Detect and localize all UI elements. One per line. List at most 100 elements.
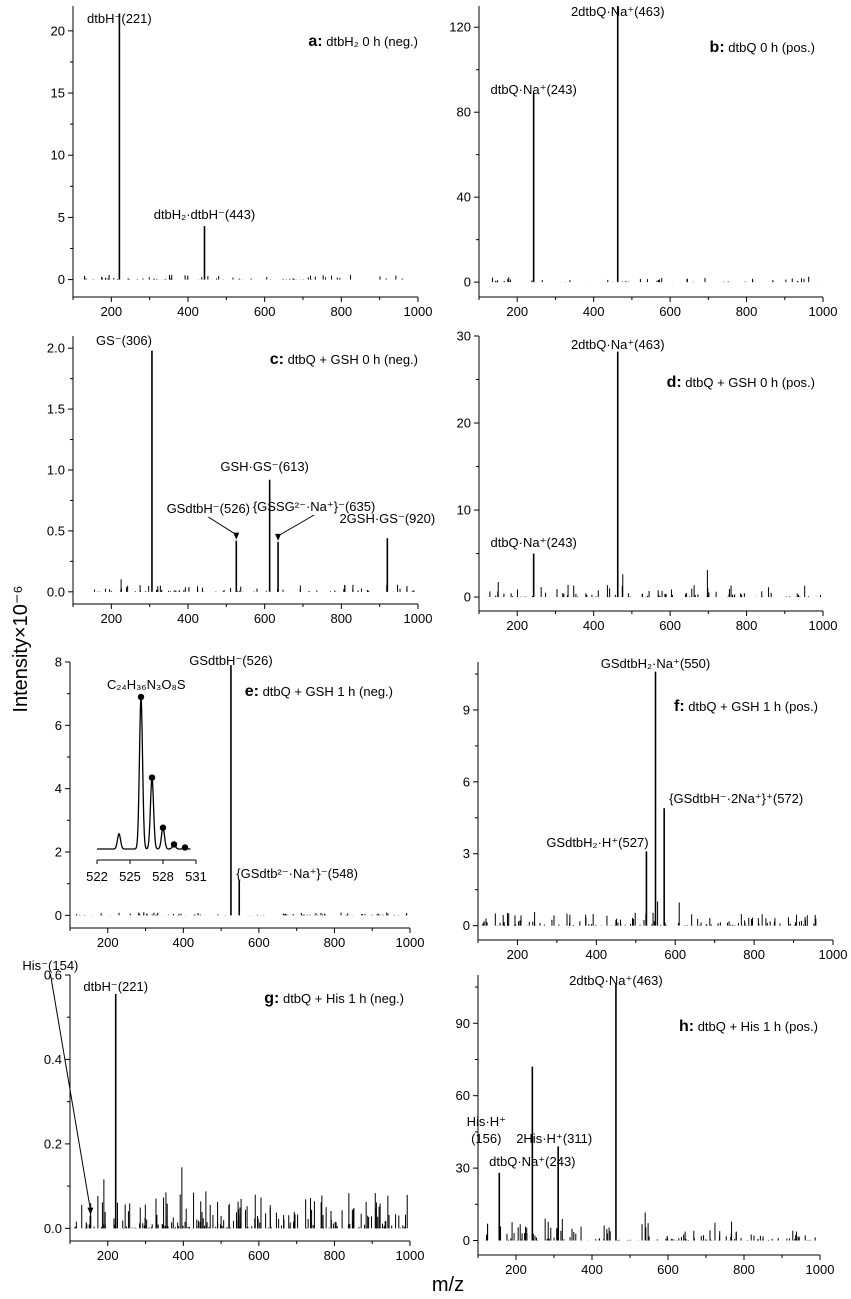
x-tick-label: 200 (97, 1248, 119, 1263)
panel-description-e: dtbQ + GSH 1 h (neg.) (263, 684, 393, 699)
y-tick-label: 0 (464, 590, 471, 605)
peak-label-463: 2dtbQ·Na⁺(463) (571, 4, 665, 19)
panel-a: 200 400 600 800 1000 0 5 10 15 20 dtbH⁻(221) dtbH₂·… (51, 6, 433, 319)
x-tick-label: 800 (736, 618, 758, 633)
panel-h: 200 400 600 800 1000 0 30 60 90 His·H⁺ (156) dtbQ·N… (456, 973, 835, 1277)
y-tick-label: 80 (457, 105, 471, 120)
y-tick-label: 0 (463, 1233, 470, 1248)
panel-description-c: dtbQ + GSH 0 h (neg.) (288, 352, 418, 367)
x-tick-label: 1000 (819, 947, 848, 962)
panel-title-d: d: dtbQ + GSH 0 h (pos.) (667, 374, 815, 391)
peak-label-156: His·H⁺ (467, 1114, 506, 1129)
x-tick-label: 800 (324, 935, 346, 950)
panel-title-b: b: dtbQ 0 h (pos.) (710, 39, 815, 56)
y-tick-label: 20 (51, 23, 65, 38)
y-tick-label: 4 (55, 781, 62, 796)
peak-arrow (277, 514, 315, 537)
x-tick-label: 600 (254, 611, 276, 626)
panel-title-e: e: dtbQ + GSH 1 h (neg.) (245, 683, 393, 700)
peak-label-920: 2GSH·GS⁻(920) (339, 511, 435, 526)
y-tick-label: 90 (456, 1016, 470, 1031)
y-tick-label: 0.4 (44, 1052, 62, 1067)
peak-label-443: dtbH₂·dtbH⁻(443) (154, 207, 256, 222)
panel-title-g: g: dtbQ + His 1 h (neg.) (264, 990, 404, 1007)
peak-label-463: 2dtbQ·Na⁺(463) (571, 337, 665, 352)
x-tick-label: 800 (743, 947, 765, 962)
y-tick-label: 1.0 (47, 463, 65, 478)
x-tick-label: 1000 (809, 618, 838, 633)
peak-label-154: His⁻(154) (22, 958, 78, 973)
panel-description-b: dtbQ 0 h (pos.) (728, 40, 815, 55)
x-tick-label: 200 (506, 618, 528, 633)
global-y-axis-label: Intensity×10⁻⁶ (10, 585, 32, 712)
peak-label-243: dtbQ·Na⁺(243) (490, 535, 576, 550)
inset-x-tick-label: 528 (152, 869, 174, 884)
panel-title-c: c: dtbQ + GSH 0 h (neg.) (270, 351, 418, 368)
x-tick-label: 600 (254, 304, 276, 319)
peak-label-572: {GSdtbH⁻·2Na⁺}⁺(572) (669, 791, 803, 806)
peak-label-548: {GSdtb²⁻·Na⁺}⁻(548) (236, 866, 358, 881)
x-tick-label: 600 (248, 1248, 270, 1263)
y-tick-label: 0 (464, 275, 471, 290)
peak-label-221: dtbH⁻(221) (83, 979, 148, 994)
x-tick-label: 800 (736, 304, 758, 319)
y-tick-label: 20 (457, 416, 471, 431)
y-tick-label: 10 (51, 148, 65, 163)
peak-arrowhead (275, 533, 282, 541)
y-tick-label: 9 (463, 702, 470, 717)
panel-letter-d: d: (667, 374, 682, 391)
panel-title-a: a: dtbH₂ 0 h (neg.) (308, 33, 418, 50)
panel-letter-e: e: (245, 683, 259, 700)
inset-x-tick-label: 522 (86, 869, 108, 884)
panel-c: 200 400 600 800 1000 0.0 0.5 1.0 1.5 2.0 GS⁻(306) G… (47, 333, 435, 626)
inset-profile (97, 696, 191, 850)
panel-d: 200 400 600 800 1000 0 10 20 30 dtbQ·Na⁺(243) 2dtb… (457, 329, 838, 634)
inset-isotope-pattern: 522 525 528 531 C₂₄H₃₆N₃O₈S (86, 677, 207, 884)
peak-label-635: {GSSG²⁻·Na⁺}⁻(635) (253, 499, 375, 514)
peak-label-527: GSdtbH₂·H⁺(527) (546, 835, 648, 850)
panel-title-f: f: dtbQ + GSH 1 h (pos.) (674, 698, 818, 715)
y-tick-label: 10 (457, 503, 471, 518)
y-tick-label: 60 (456, 1088, 470, 1103)
x-tick-label: 200 (97, 935, 119, 950)
peak-arrowhead (233, 532, 240, 540)
x-tick-label: 1000 (404, 611, 433, 626)
x-tick-label: 400 (172, 1248, 194, 1263)
y-tick-label: 2.0 (47, 341, 65, 356)
x-tick-label: 400 (177, 304, 199, 319)
x-tick-label: 600 (248, 935, 270, 950)
x-tick-label: 400 (583, 304, 605, 319)
panel-letter-g: g: (264, 990, 279, 1007)
peak-label-306: GS⁻(306) (96, 333, 152, 348)
peak-label-550: GSdtbH₂·Na⁺(550) (601, 656, 710, 671)
x-tick-label: 600 (659, 618, 681, 633)
peak-label-156-mz: (156) (471, 1131, 501, 1146)
y-tick-label: 0.0 (44, 1221, 62, 1236)
x-tick-label: 600 (664, 947, 686, 962)
y-tick-label: 1.5 (47, 402, 65, 417)
y-tick-label: 8 (55, 655, 62, 670)
panel-title-h: h: dtbQ + His 1 h (pos.) (679, 1018, 818, 1035)
x-tick-label: 800 (733, 1262, 755, 1277)
panel-description-f: dtbQ + GSH 1 h (pos.) (688, 699, 818, 714)
x-tick-label: 400 (172, 935, 194, 950)
y-tick-label: 0.5 (47, 523, 65, 538)
x-tick-label: 1000 (806, 1262, 835, 1277)
inset-x-tick-label: 525 (119, 869, 141, 884)
panel-b: 200 400 600 800 1000 0 40 80 120 dtbQ·Na⁺(243) 2dt… (449, 4, 837, 319)
x-tick-label: 1000 (396, 1248, 425, 1263)
y-tick-label: 6 (463, 774, 470, 789)
peak-arrow (208, 516, 237, 536)
x-tick-label: 1000 (404, 304, 433, 319)
x-tick-label: 1000 (396, 935, 425, 950)
peak-label-221: dtbH⁻(221) (87, 11, 152, 26)
inset-theory-dot (148, 774, 156, 781)
x-tick-label: 600 (657, 1262, 679, 1277)
x-tick-label: 800 (330, 611, 352, 626)
y-tick-label: 2 (55, 845, 62, 860)
panel-description-d: dtbQ + GSH 0 h (pos.) (685, 375, 815, 390)
global-x-axis-label: m/z (432, 1274, 464, 1296)
y-tick-label: 0.6 (44, 968, 62, 983)
